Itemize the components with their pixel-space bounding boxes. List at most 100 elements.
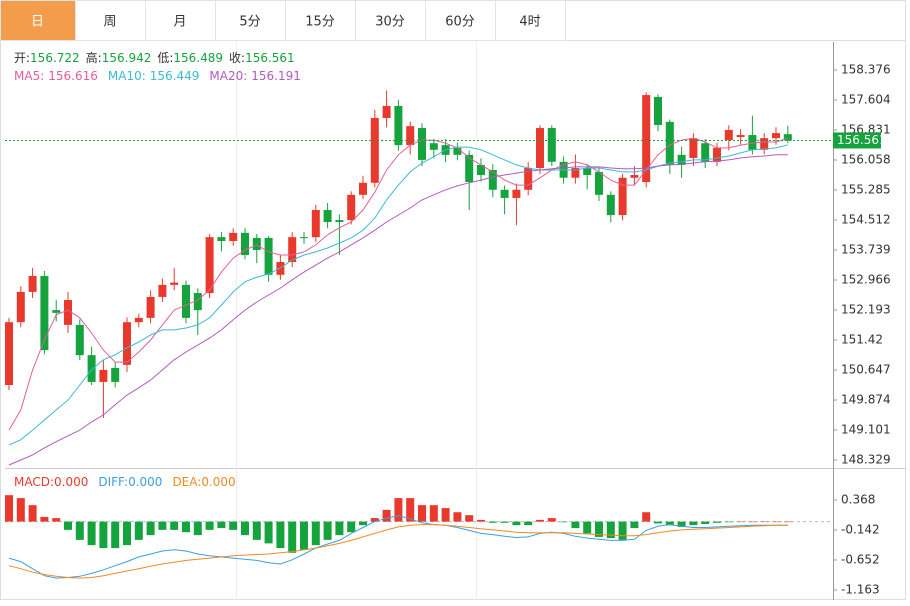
tab-label[interactable]: 15分 [305, 15, 335, 30]
last-price-box [833, 132, 881, 149]
candle-body [193, 293, 202, 311]
macd-bar [465, 515, 474, 522]
candle-body [453, 147, 462, 155]
macd-bar [347, 521, 356, 533]
candle-body [394, 105, 403, 146]
y-tick-label: 0.368 [841, 492, 875, 506]
macd-bar [134, 521, 143, 540]
info-label: 开: [14, 51, 30, 65]
macd-bar [64, 521, 72, 530]
candle-body [465, 154, 474, 183]
candle-body [713, 147, 721, 162]
tab[interactable] [495, 0, 566, 41]
candle-body [229, 232, 238, 242]
candle-body [736, 135, 745, 137]
macd-bar [52, 518, 61, 522]
candle-body [75, 324, 84, 356]
ma-line [8, 154, 788, 466]
tab-label[interactable]: 4时 [519, 15, 540, 30]
tab[interactable] [425, 0, 496, 41]
legend-value: 156.191 [251, 69, 301, 83]
macd-bar [28, 505, 37, 522]
macd-bar [559, 521, 568, 523]
macd-bar [264, 521, 273, 544]
macd-bar [760, 521, 769, 523]
candle-body [701, 143, 710, 162]
macd-legend: MACD:0.000 DIFF:0.000 DEA:0.000 [14, 475, 236, 489]
macd-bar [677, 521, 686, 527]
tab-label[interactable]: 日 [31, 15, 44, 30]
macd-bar [252, 521, 261, 540]
candle-body [642, 95, 651, 183]
y-tick-label: 152.193 [841, 303, 891, 317]
macd-bar [193, 521, 202, 536]
macd-bar [689, 521, 698, 526]
candle-body [323, 209, 332, 223]
candle-body [606, 194, 615, 216]
ohlc-info: 开:156.722 高:156.942 低:156.489 收:156.561 [14, 50, 295, 65]
tab-label[interactable]: 周 [103, 15, 116, 30]
macd-bar [370, 518, 379, 522]
y-tick-label: 148.329 [841, 453, 891, 467]
legend-name: MA20: [209, 69, 247, 83]
macd-bar [441, 508, 450, 522]
macd-bar [583, 521, 592, 534]
last-price-label: 156.561 [837, 133, 887, 147]
macd-bar [512, 521, 521, 526]
y-tick-label: 154.512 [841, 212, 891, 226]
legend-value: 156.449 [150, 69, 200, 83]
y-tick-label: 151.42 [841, 333, 883, 347]
tab-label[interactable]: 60分 [445, 15, 475, 30]
legend-value: 0.000 [128, 475, 162, 489]
candle-body [595, 171, 603, 195]
macd-bar [524, 521, 533, 526]
plot: 148.329 149.101 149.874 150.647 151.42 152.19… [5, 50, 891, 597]
tab[interactable] [75, 0, 146, 41]
macd-bar [736, 521, 745, 523]
candle-body [724, 130, 733, 141]
tab[interactable] [285, 0, 356, 41]
info-value: 156.489 [173, 51, 223, 65]
legend-name: MA10: [108, 69, 146, 83]
y-tick-label: 153.739 [841, 242, 891, 256]
candle-body [311, 209, 320, 238]
legend-value: 0.000 [54, 475, 88, 489]
candle-body [111, 367, 120, 382]
candle-body [123, 322, 131, 365]
macd-bar [701, 521, 710, 524]
info-value: 156.942 [102, 51, 152, 65]
candle-body [158, 284, 167, 297]
macd-bar [300, 521, 308, 550]
candle-body [689, 138, 698, 158]
macd-bar [418, 505, 426, 522]
tab[interactable] [0, 0, 76, 41]
y-tick-label: 150.647 [841, 363, 891, 377]
candle-body [288, 237, 297, 262]
macd-bar [241, 521, 249, 536]
candle-body [618, 177, 627, 216]
macd-bar [170, 521, 179, 530]
macd-bar [488, 521, 497, 523]
candle-body [524, 168, 533, 190]
macd-bar [75, 521, 84, 540]
tab-label[interactable]: 5分 [239, 15, 260, 30]
macd-bar [748, 521, 757, 523]
candle-body [359, 182, 367, 195]
tab-label[interactable]: 30分 [375, 15, 405, 30]
candle-body [536, 128, 544, 169]
legend-name: DIFF: [98, 475, 128, 489]
macd-bar [453, 512, 462, 522]
candle-body [64, 300, 72, 325]
tab[interactable] [145, 0, 216, 41]
macd-bar [229, 521, 238, 530]
candle-body [182, 284, 190, 318]
candle-body [335, 220, 344, 223]
macd-bar [99, 521, 108, 549]
candle-body [382, 105, 391, 118]
macd-bar [123, 521, 131, 546]
macd-bar [547, 518, 556, 522]
tab-label[interactable]: 月 [173, 15, 186, 30]
candle-body [146, 296, 155, 318]
y-tick-label: 149.101 [841, 423, 891, 437]
